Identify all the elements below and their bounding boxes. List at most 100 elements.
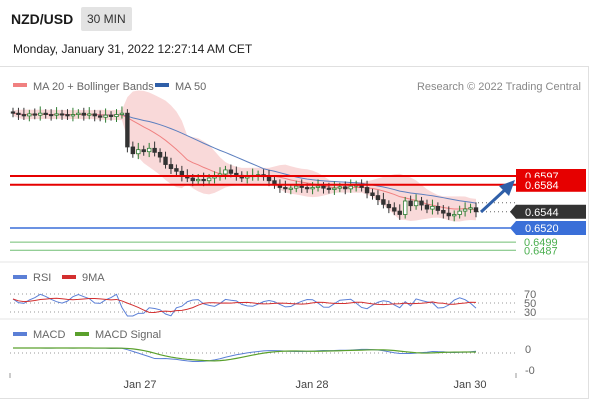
rsi-ma-legend-swatch <box>62 275 76 279</box>
candle <box>38 106 43 121</box>
candle <box>430 199 435 215</box>
rsi-legend-swatch <box>13 275 27 279</box>
candle-body <box>397 210 402 215</box>
candle-body <box>195 178 201 182</box>
candle-body <box>70 114 76 117</box>
credit-label: Research © 2022 Trading Central <box>417 81 581 93</box>
candle <box>364 180 370 199</box>
candle <box>43 109 48 119</box>
macd-line <box>13 347 477 362</box>
candle-body <box>375 195 381 201</box>
candle <box>146 142 152 158</box>
x-tick-jan30: Jan 30 <box>453 379 486 391</box>
candle-body <box>59 113 65 116</box>
candle-body <box>370 192 375 196</box>
candle-body <box>130 146 136 155</box>
candle-body <box>408 200 413 207</box>
candle <box>65 109 70 120</box>
candle <box>223 165 228 180</box>
ma50-legend-label: MA 50 <box>175 81 206 93</box>
candle-body <box>266 176 272 182</box>
candle-body <box>430 205 435 210</box>
candle <box>59 109 65 120</box>
forecast-arrow-icon <box>479 180 515 214</box>
candle-body <box>48 114 54 117</box>
candle-body <box>441 210 446 214</box>
candle-body <box>304 187 310 190</box>
candle-body <box>315 185 321 188</box>
candle-body <box>168 164 174 169</box>
candle <box>462 202 468 217</box>
support-label-bg <box>510 221 586 235</box>
candle <box>21 107 27 120</box>
candle-body <box>462 208 468 212</box>
candle <box>294 180 299 193</box>
ma50-legend-swatch <box>155 83 169 87</box>
ma20-legend-label: MA 20 + Bollinger Bands <box>33 81 154 93</box>
candle-body <box>92 113 97 117</box>
candle-body <box>27 113 32 117</box>
candle-body <box>38 112 43 116</box>
candle <box>386 200 392 214</box>
candle-body <box>348 185 353 190</box>
candle-body <box>223 169 228 175</box>
candle <box>27 109 32 122</box>
header-bar: NZD/USD 30 MIN <box>0 0 590 36</box>
candle-body <box>386 203 392 209</box>
candle-body <box>446 212 451 217</box>
candle-body <box>343 186 348 190</box>
candle-body <box>381 199 386 205</box>
candle <box>92 109 97 122</box>
x-tick-jan27: Jan 27 <box>123 379 156 391</box>
rsi-legend-label: RSI <box>33 272 51 284</box>
candle-body <box>125 112 130 148</box>
rsi-ma-line <box>12 297 477 313</box>
rsi-line <box>12 293 477 317</box>
currency-pair-title: NZD/USD <box>11 11 74 27</box>
candle <box>32 108 37 120</box>
target-label: 0.6487 <box>524 245 558 257</box>
candle <box>119 106 125 119</box>
candle <box>283 180 288 193</box>
candle-body <box>119 112 125 115</box>
candle <box>81 107 87 121</box>
macd-signal-legend-swatch <box>75 332 89 336</box>
candle-body <box>108 114 114 117</box>
candle <box>435 202 441 215</box>
candle <box>441 205 446 219</box>
x-tick-jan28: Jan 28 <box>295 379 328 391</box>
candle <box>392 202 397 216</box>
ma20-legend-swatch <box>13 83 27 87</box>
candle <box>70 107 76 122</box>
candle-body <box>16 112 21 115</box>
candle-body <box>468 207 473 210</box>
candle <box>419 196 424 211</box>
candle <box>424 199 430 214</box>
candle <box>452 210 457 222</box>
candle <box>136 142 141 160</box>
candle <box>468 203 473 214</box>
candle-body <box>136 149 141 155</box>
candle-body <box>435 205 441 211</box>
candle-body <box>424 204 430 210</box>
rsi-level-70: 70 <box>524 289 536 301</box>
resistance-label-bg <box>516 177 586 192</box>
candle-body <box>76 112 81 115</box>
macd-level-neg0: -0 <box>525 365 535 377</box>
candle-body <box>413 200 419 207</box>
candle-body <box>43 112 48 115</box>
chart-timestamp: Monday, January 31, 2022 12:27:14 AM CET <box>13 42 253 56</box>
candle-body <box>457 210 462 215</box>
candle-body <box>87 113 92 116</box>
candle <box>397 204 402 220</box>
candle-body <box>146 147 152 153</box>
candle-body <box>283 187 288 190</box>
candle <box>381 192 386 209</box>
candle <box>343 181 348 195</box>
candle-body <box>206 177 212 182</box>
candle-body <box>81 112 87 116</box>
rsi-level-30: 30 <box>524 307 536 319</box>
rsi-ma-legend-label: 9MA <box>82 272 105 284</box>
candle <box>299 179 304 193</box>
timeframe-badge[interactable]: 30 MIN <box>81 7 132 31</box>
